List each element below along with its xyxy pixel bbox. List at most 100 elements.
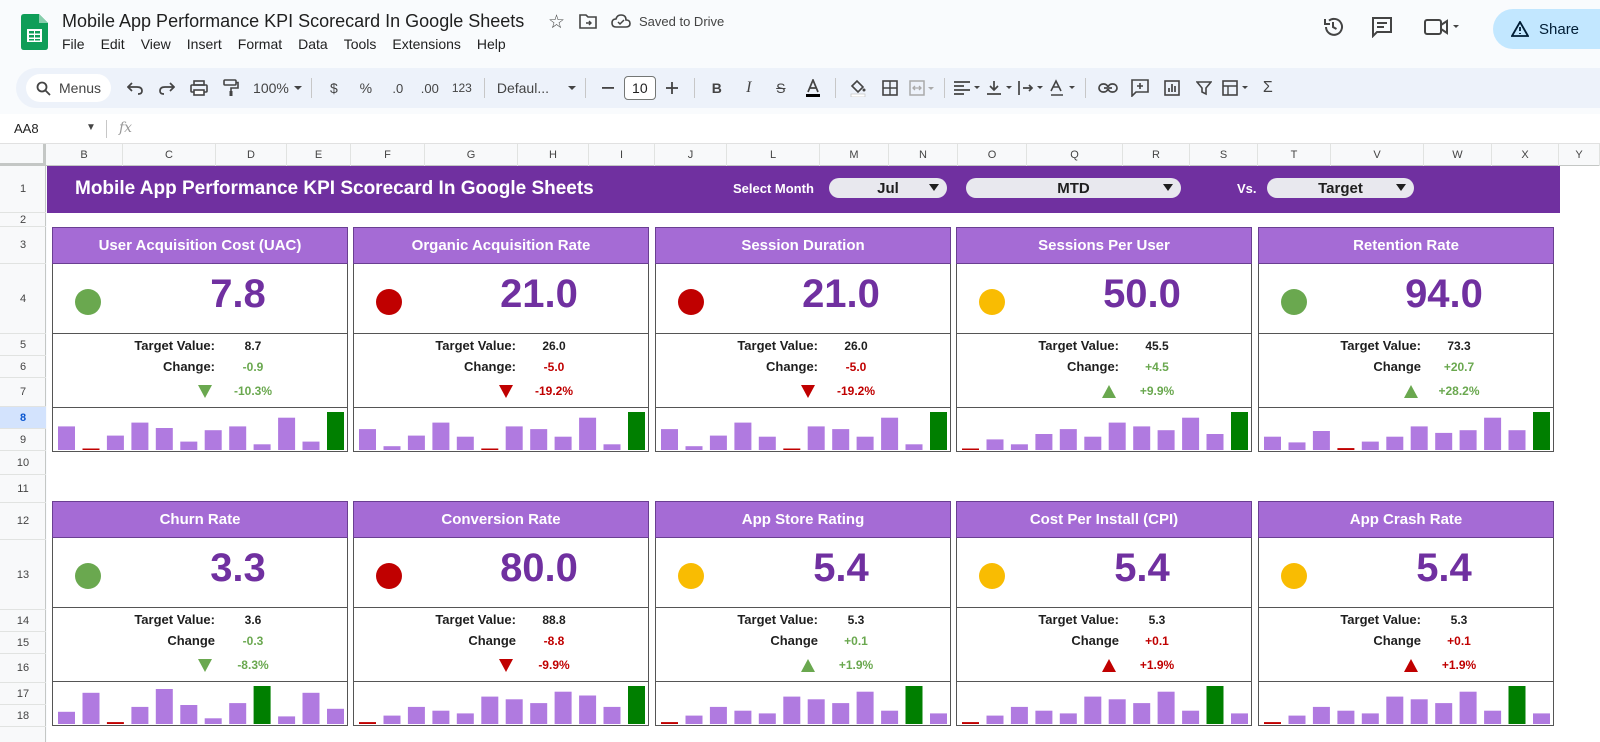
row-header[interactable]: 8: [0, 407, 46, 429]
share-button[interactable]: Share: [1493, 9, 1600, 49]
column-header[interactable]: M: [820, 144, 889, 166]
column-header[interactable]: L: [727, 144, 820, 166]
menu-insert[interactable]: Insert: [186, 36, 222, 52]
column-header[interactable]: B: [46, 144, 123, 166]
font-select[interactable]: Defaul...: [493, 74, 577, 102]
row-header[interactable]: 14: [0, 610, 46, 632]
row-header[interactable]: 9: [0, 429, 46, 451]
row-header[interactable]: 17: [0, 683, 46, 705]
percent-format-button[interactable]: %: [352, 74, 380, 102]
row-header[interactable]: 4: [0, 264, 46, 334]
column-header[interactable]: S: [1190, 144, 1258, 166]
bold-button[interactable]: B: [711, 80, 722, 96]
menu-format[interactable]: Format: [237, 36, 283, 52]
row-header[interactable]: 6: [0, 356, 46, 378]
number-format-button[interactable]: 123: [448, 74, 476, 102]
strikethrough-button[interactable]: S: [776, 80, 786, 96]
column-header[interactable]: C: [123, 144, 216, 166]
font-size-input[interactable]: 10: [623, 76, 656, 100]
chevron-down-icon[interactable]: ▼: [86, 122, 96, 133]
column-header[interactable]: O: [958, 144, 1027, 166]
column-header[interactable]: R: [1123, 144, 1190, 166]
sparkline-bar: [986, 439, 1004, 450]
row-header[interactable]: 1: [0, 166, 46, 213]
row-header[interactable]: 7: [0, 378, 46, 407]
fill-color-icon[interactable]: [844, 74, 872, 102]
text-color-button[interactable]: [799, 74, 827, 102]
menus-search[interactable]: Menus: [26, 74, 112, 102]
borders-icon[interactable]: [876, 74, 904, 102]
version-history-icon[interactable]: [1322, 16, 1344, 38]
document-title[interactable]: Mobile App Performance KPI Scorecard In …: [62, 11, 525, 31]
column-header[interactable]: W: [1424, 144, 1492, 166]
decrease-decimal-button[interactable]: .0: [384, 74, 412, 102]
vertical-align-icon[interactable]: [985, 74, 1013, 102]
row-header[interactable]: 10: [0, 451, 46, 475]
insert-chart-icon[interactable]: [1158, 74, 1186, 102]
italic-button[interactable]: I: [746, 79, 752, 96]
menu-help[interactable]: Help: [476, 36, 506, 52]
column-header[interactable]: V: [1331, 144, 1424, 166]
currency-format-button[interactable]: $: [320, 74, 348, 102]
sparkline-bar: [1010, 706, 1028, 724]
column-header[interactable]: Y: [1559, 144, 1600, 166]
comments-icon[interactable]: [1371, 16, 1393, 38]
row-header[interactable]: 5: [0, 334, 46, 356]
text-wrapping-icon[interactable]: [1017, 74, 1045, 102]
column-header[interactable]: J: [655, 144, 727, 166]
font-size-increase-button[interactable]: [658, 74, 686, 102]
menu-edit[interactable]: Edit: [100, 36, 125, 52]
column-header[interactable]: H: [518, 144, 589, 166]
column-header[interactable]: N: [889, 144, 958, 166]
period-dropdown[interactable]: MTD: [966, 178, 1181, 198]
row-header[interactable]: 11: [0, 475, 46, 503]
functions-icon[interactable]: Σ: [1262, 79, 1273, 96]
row-header[interactable]: 16: [0, 654, 46, 683]
menu-extensions[interactable]: Extensions: [392, 36, 461, 52]
select-all-corner[interactable]: [0, 144, 46, 166]
insert-comment-icon[interactable]: [1126, 74, 1154, 102]
row-header[interactable]: 13: [0, 540, 46, 610]
menu-tools[interactable]: Tools: [343, 36, 377, 52]
insert-link-icon[interactable]: [1094, 74, 1122, 102]
meet-video-icon[interactable]: [1424, 18, 1460, 36]
column-header[interactable]: Q: [1027, 144, 1123, 166]
compare-value: Target: [1318, 179, 1363, 197]
sheet-grid[interactable]: Mobile App Performance KPI Scorecard In …: [47, 166, 1600, 742]
star-icon[interactable]: ☆: [548, 12, 566, 33]
sheets-logo-icon[interactable]: [21, 14, 48, 50]
text-rotation-icon[interactable]: [1049, 74, 1077, 102]
row-header[interactable]: 15: [0, 632, 46, 654]
save-status[interactable]: Saved to Drive: [639, 14, 725, 29]
paint-format-icon[interactable]: [217, 74, 245, 102]
column-header[interactable]: G: [425, 144, 518, 166]
undo-icon[interactable]: [121, 74, 149, 102]
row-header[interactable]: 18: [0, 705, 46, 727]
horizontal-align-icon[interactable]: [953, 74, 981, 102]
column-header[interactable]: T: [1258, 144, 1331, 166]
menu-data[interactable]: Data: [298, 36, 328, 52]
search-icon: [36, 81, 51, 96]
compare-dropdown[interactable]: Target: [1267, 178, 1414, 198]
column-header[interactable]: X: [1492, 144, 1559, 166]
print-icon[interactable]: [185, 74, 213, 102]
column-header[interactable]: D: [216, 144, 287, 166]
filter-icon[interactable]: [1190, 74, 1218, 102]
zoom-select[interactable]: 100%: [249, 74, 303, 102]
menu-file[interactable]: File: [62, 36, 85, 52]
increase-decimal-button[interactable]: .00: [416, 74, 444, 102]
merge-cells-icon[interactable]: [908, 74, 936, 102]
name-box[interactable]: AA8: [14, 121, 39, 136]
font-size-decrease-button[interactable]: [594, 74, 622, 102]
filter-views-icon[interactable]: [1222, 74, 1250, 102]
row-header[interactable]: 2: [0, 213, 46, 227]
redo-icon[interactable]: [153, 74, 181, 102]
column-header[interactable]: I: [589, 144, 655, 166]
row-header[interactable]: 12: [0, 503, 46, 540]
row-header[interactable]: 3: [0, 227, 46, 264]
column-header[interactable]: F: [351, 144, 425, 166]
move-folder-icon[interactable]: [579, 13, 597, 29]
column-header[interactable]: E: [287, 144, 351, 166]
month-dropdown[interactable]: Jul: [829, 178, 947, 198]
menu-view[interactable]: View: [140, 36, 171, 52]
